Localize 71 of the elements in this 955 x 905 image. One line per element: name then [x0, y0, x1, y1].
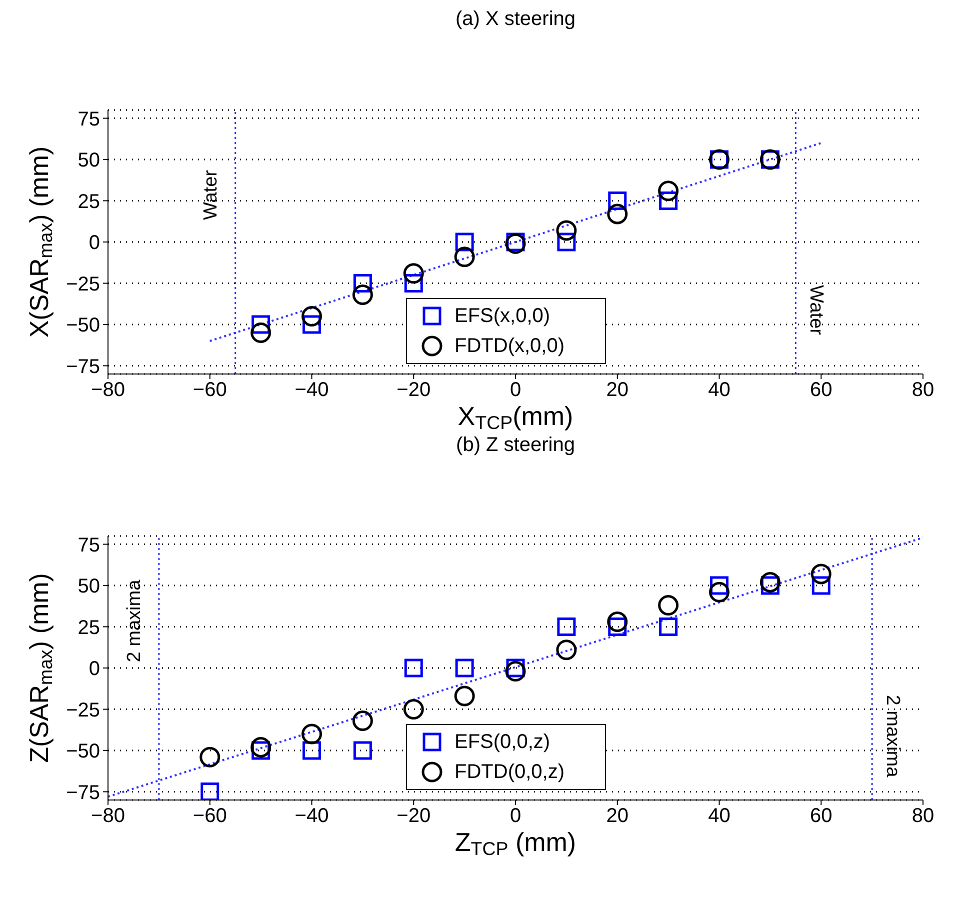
point: [302, 306, 322, 326]
point: [760, 572, 780, 592]
point: [404, 658, 423, 678]
y-tick-label: 50: [78, 150, 100, 172]
x-tick-label: −20: [396, 379, 431, 402]
point: [302, 724, 322, 744]
x-tick-label: −60: [192, 805, 227, 828]
x-axis-title: Z$_{TCP}$ (mm): [454, 826, 576, 859]
point: [709, 582, 730, 602]
y-tick-label: 25: [78, 190, 100, 213]
x-tick-label: 80: [912, 379, 934, 402]
point: [810, 564, 832, 584]
legend-label: FDTD(0,0,z): [454, 760, 564, 785]
x-tick-label: 40: [708, 379, 730, 402]
x-tick-label: 20: [606, 805, 628, 828]
point: [658, 180, 679, 202]
x-axis-title: X$_{TCP}$(mm): [458, 400, 574, 433]
ref-line-label: 2 maxima: [124, 579, 145, 662]
point: [353, 741, 372, 760]
legend-label: EFS(0,0,z): [454, 730, 550, 755]
point: [454, 246, 475, 268]
y-tick-label: 0: [88, 658, 100, 680]
point: [659, 618, 678, 636]
y-tick-label: 25: [78, 616, 100, 639]
point: [403, 263, 424, 284]
point: [200, 782, 220, 800]
y-tick-label: −25: [66, 273, 100, 296]
point: [352, 284, 373, 306]
point: [607, 612, 628, 632]
y-tick-label: −50: [66, 314, 100, 337]
y-tick-label: −75: [66, 356, 100, 378]
y-tick-label: −25: [66, 699, 100, 722]
point: [557, 618, 576, 636]
chart-title: (b) Z steering: [455, 434, 576, 458]
x-tick-label: −20: [396, 805, 431, 828]
x-tick-label: −40: [294, 805, 329, 828]
x-tick-label: −80: [91, 379, 125, 402]
x-tick-label: 0: [510, 379, 522, 402]
point: [250, 322, 272, 343]
x-tick-label: 0: [510, 805, 522, 828]
y-tick-label: 0: [88, 232, 100, 254]
point: [454, 686, 475, 706]
x-tick-label: 60: [810, 805, 832, 828]
point: [455, 658, 474, 678]
x-tick-label: 40: [708, 805, 730, 828]
legend-label: FDTD(x,0,0): [454, 334, 564, 359]
y-tick-label: 75: [78, 534, 100, 556]
x-tick-label: 80: [912, 805, 934, 828]
point: [607, 204, 628, 224]
x-tick-label: 20: [606, 379, 628, 402]
y-tick-label: 75: [78, 108, 100, 130]
y-tick-label: 50: [78, 576, 100, 598]
point: [250, 736, 272, 758]
y-tick-label: −50: [66, 740, 100, 763]
point: [505, 661, 526, 682]
point: [352, 710, 373, 732]
chart-title: (a) X steering: [454, 8, 577, 32]
point: [403, 699, 424, 720]
ref-line-label: Water: [200, 169, 222, 220]
x-tick-label: −80: [91, 805, 125, 828]
x-tick-label: 60: [810, 379, 832, 402]
point: [556, 220, 577, 241]
y-tick-label: −75: [66, 782, 100, 804]
ref-line-label: Water: [806, 285, 827, 336]
legend-label: EFS(x,0,0): [454, 304, 550, 329]
ref-line-label: 2 maxima: [882, 694, 904, 778]
point: [200, 746, 220, 768]
x-tick-label: −60: [192, 379, 227, 402]
point: [556, 640, 577, 660]
point: [658, 595, 679, 616]
x-tick-label: −40: [294, 379, 329, 402]
